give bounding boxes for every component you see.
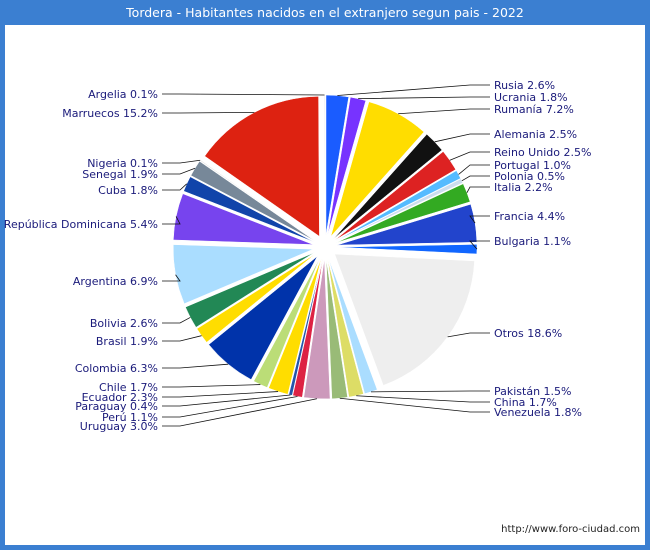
leader-cuba [162, 183, 188, 191]
label-rusia: Rusia 2.6% [494, 79, 555, 92]
label-paraguay: Paraguay 0.4% [75, 400, 158, 413]
slice-brasil [196, 253, 316, 343]
label-bolivia: Bolivia 2.6% [90, 317, 158, 330]
leader-pakistan [371, 390, 490, 393]
label-italia: Italia 2.2% [494, 181, 553, 194]
label-portugal: Portugal 1.0% [494, 159, 571, 172]
slice-paraguay [288, 258, 323, 396]
leader-rumania [398, 108, 490, 115]
leader-italia [466, 186, 490, 193]
slice-rumania [330, 101, 425, 237]
label-venezuela: Venezuela 1.8% [494, 406, 582, 419]
leader-argelia [162, 93, 325, 96]
label-marruecos: Marruecos 15.2% [62, 107, 158, 120]
label-nigeria: Nigeria 0.1% [87, 157, 158, 170]
leader-alemania [434, 133, 490, 143]
slice-ucrania [327, 96, 367, 236]
label-otros: Otros 18.6% [494, 327, 562, 340]
leader-bolivia [162, 317, 191, 324]
slice-argelia [323, 94, 326, 236]
leader-venezuela [339, 397, 490, 413]
leader-nigeria [162, 159, 201, 164]
leader-portugal [458, 164, 490, 175]
label-china: China 1.7% [494, 396, 557, 409]
leader-republica-dominicana [162, 216, 181, 225]
slice-otros [334, 253, 475, 386]
pie-slices [173, 94, 478, 400]
slice-marruecos [204, 96, 320, 237]
leader-ecuador [162, 391, 279, 398]
label-ucrania: Ucrania 1.8% [494, 91, 568, 104]
label-argentina: Argentina 6.9% [73, 275, 158, 288]
slice-polonia [335, 178, 464, 243]
slice-italia [336, 183, 471, 243]
label-argelia: Argelia 0.1% [88, 88, 158, 101]
label-alemania: Alemania 2.5% [494, 128, 577, 141]
leader-francia [469, 215, 490, 224]
leader-china [356, 395, 490, 403]
leader-argentina [162, 274, 181, 282]
slice-labels: Rusia 2.6%Ucrania 1.8%Rumanía 7.2% Aleman… [4, 79, 592, 433]
label-pakistan: Pakistán 1.5% [494, 385, 572, 398]
label-brasil: Brasil 1.9% [96, 335, 158, 348]
leader-paraguay [162, 394, 291, 407]
label-polonia: Polonia 0.5% [494, 170, 565, 183]
leader-uruguay [162, 398, 317, 427]
leader-rusia [337, 84, 490, 96]
label-cuba: Cuba 1.8% [98, 184, 158, 197]
source-url: http://www.foro-ciudad.com [501, 524, 640, 535]
slice-chile [253, 257, 321, 388]
slice-colombia [208, 256, 318, 380]
leader-reino-unido [449, 151, 490, 161]
leader-brasil [162, 335, 202, 342]
leader-senegal [162, 167, 196, 175]
leader-bulgaria [469, 240, 490, 250]
leader-marruecos [162, 112, 255, 114]
chart-title: Tordera - Habitantes nacidos en el extra… [126, 5, 524, 20]
label-reino-unido: Reino Unido 2.5% [494, 146, 591, 159]
slice-bulgaria [336, 244, 478, 255]
leader-chile [162, 384, 261, 388]
label-senegal: Senegal 1.9% [82, 168, 158, 181]
leader-ucrania [358, 96, 490, 100]
leader-lines [162, 84, 490, 427]
slice-reino-unido [334, 151, 457, 241]
slice-alemania [333, 133, 443, 239]
label-peru: Perú 1.1% [102, 411, 158, 424]
leader-otros [447, 332, 490, 338]
leader-colombia [162, 363, 229, 369]
label-republica-dominicana: República Dominicana 5.4% [4, 218, 158, 231]
label-colombia: Colombia 6.3% [75, 362, 158, 375]
slice-bolivia [185, 252, 315, 328]
slice-senegal [190, 160, 315, 242]
label-francia: Francia 4.4% [494, 210, 565, 223]
slice-cuba [183, 176, 315, 243]
leader-peru [162, 396, 298, 418]
leader-polonia [461, 175, 490, 182]
label-ecuador: Ecuador 2.3% [82, 391, 158, 404]
slice-portugal [335, 170, 461, 242]
label-rumania: Rumanía 7.2% [494, 103, 574, 116]
label-bulgaria: Bulgaria 1.1% [494, 235, 571, 248]
label-chile: Chile 1.7% [99, 381, 158, 394]
label-uruguay: Uruguay 3.0% [80, 420, 158, 433]
